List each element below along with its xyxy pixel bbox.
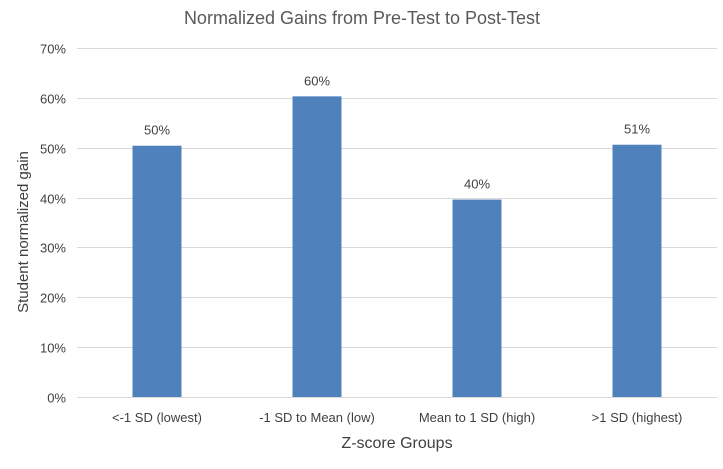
data-label: 50% — [144, 123, 170, 138]
y-tick-label: 10% — [40, 341, 66, 356]
bar — [292, 96, 342, 398]
y-tick-label: 30% — [40, 241, 66, 256]
bar — [452, 199, 502, 397]
bars — [132, 96, 662, 398]
x-axis-title: Z-score Groups — [341, 435, 452, 452]
y-tick-label: 50% — [40, 142, 66, 157]
grid — [77, 48, 717, 398]
y-axis-title: Student normalized gain — [15, 151, 32, 313]
bar — [132, 145, 182, 397]
data-label: 60% — [304, 73, 330, 88]
chart-title: Normalized Gains from Pre-Test to Post-T… — [184, 8, 540, 28]
x-tick-label: Mean to 1 SD (high) — [419, 410, 535, 425]
y-tick-label: 40% — [40, 192, 66, 207]
y-tick-label: 20% — [40, 291, 66, 306]
y-tick-label: 60% — [40, 92, 66, 107]
data-label: 40% — [464, 177, 490, 192]
y-tick-label: 70% — [40, 42, 66, 57]
x-axis-ticks: <-1 SD (lowest) -1 SD to Mean (low) Mean t… — [112, 410, 682, 425]
data-label: 51% — [624, 122, 650, 137]
y-tick-label: 0% — [47, 391, 66, 406]
bar — [612, 144, 662, 397]
x-tick-label: <-1 SD (lowest) — [112, 410, 202, 425]
x-tick-label: >1 SD (highest) — [592, 410, 683, 425]
x-tick-label: -1 SD to Mean (low) — [259, 410, 375, 425]
y-axis-ticks: 0% 10% 20% 30% 40% 50% 60% 70% — [40, 42, 66, 406]
data-labels: 50% 60% 40% 51% — [144, 73, 650, 191]
